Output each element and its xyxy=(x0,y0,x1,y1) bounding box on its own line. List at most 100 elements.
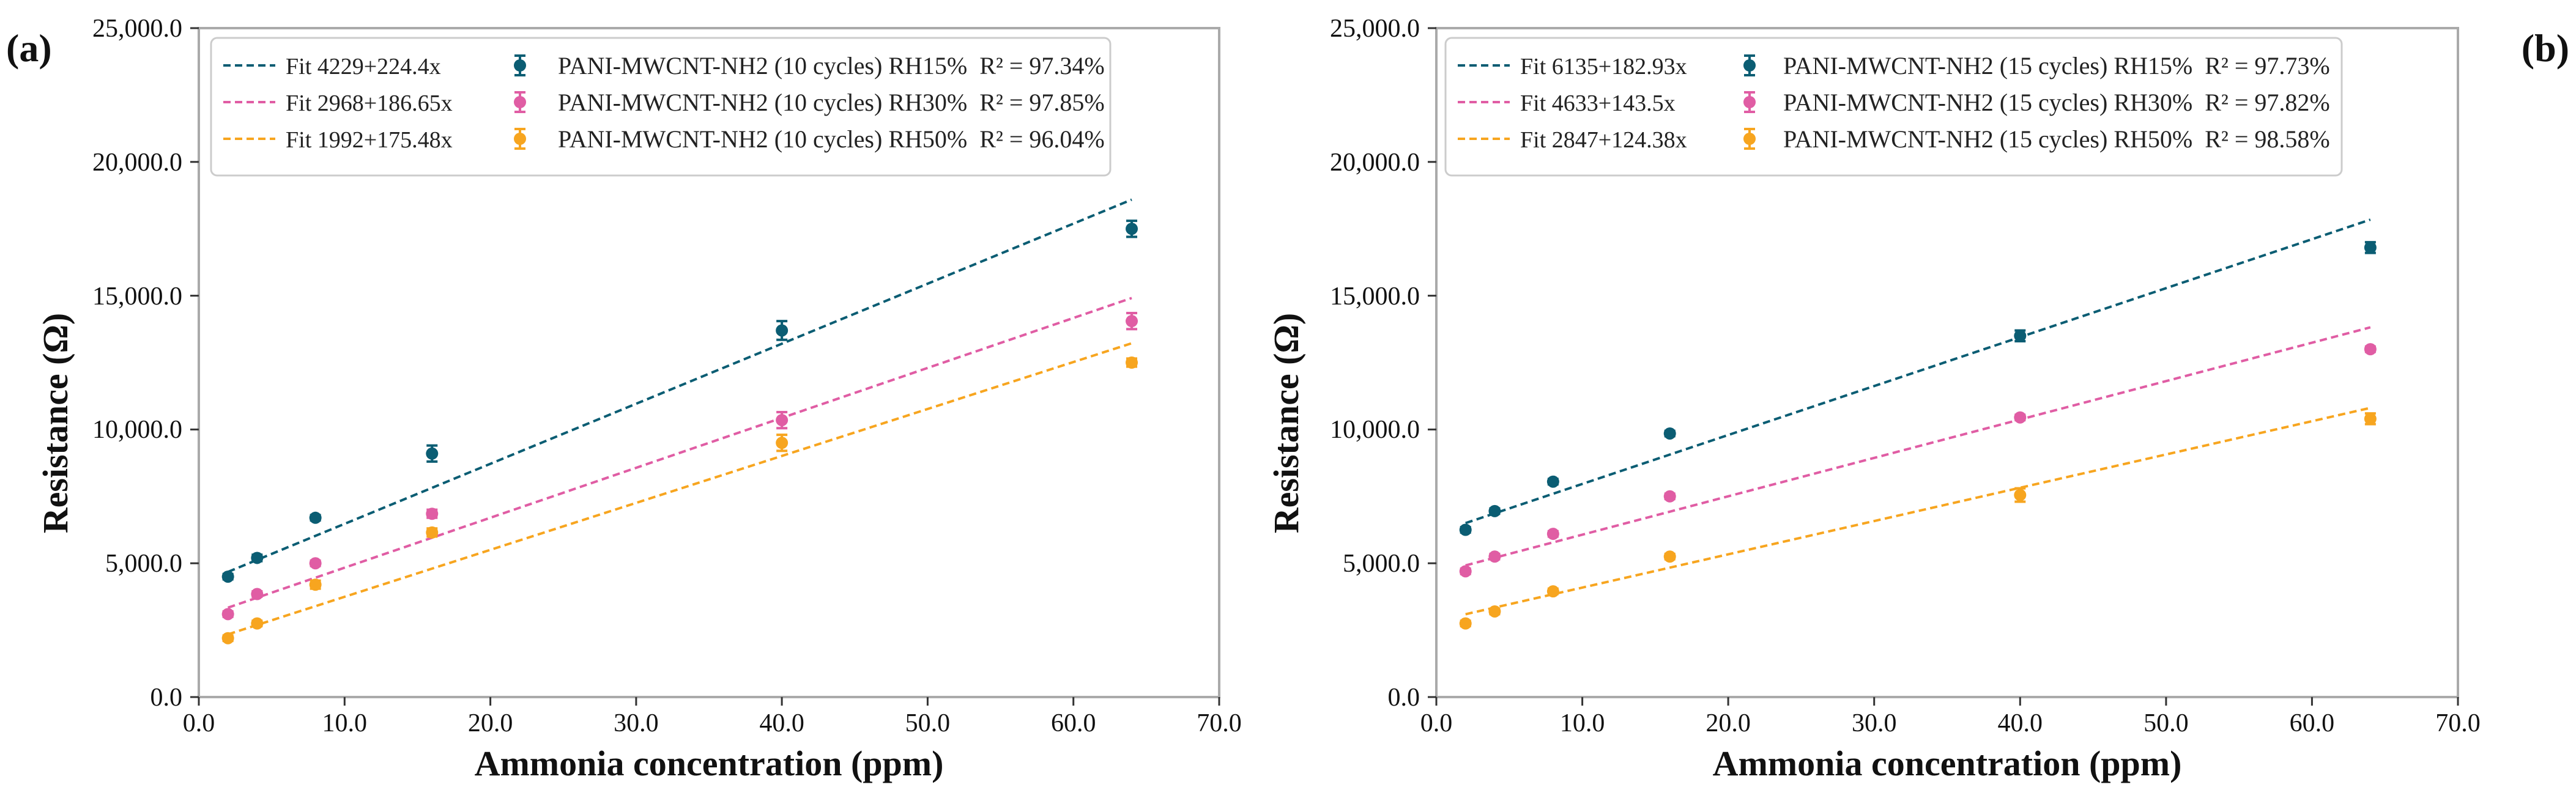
x-tick-label: 20.0 xyxy=(1706,709,1751,737)
legend-fit-label: Fit 1992+175.48x xyxy=(286,127,453,153)
x-tick-label: 0.0 xyxy=(183,709,215,737)
y-tick-label: 5,000.0 xyxy=(1343,550,1420,578)
legend-series-label: PANI-MWCNT-NH2 (10 cycles) RH30% R² = 97… xyxy=(558,89,1105,116)
data-point-rh15 xyxy=(1488,504,1501,517)
x-ticks-b: 0.0 10.0 20.0 30.0 40.0 50.0 60.0 70.0 xyxy=(1420,697,2481,737)
series-r2: R² = 97.82% xyxy=(2205,89,2330,116)
data-point-rh15 xyxy=(2014,330,2027,342)
legend-frame xyxy=(210,37,1112,177)
series-name: PANI-MWCNT-NH2 (10 cycles) RH15% xyxy=(558,52,967,79)
series-name: PANI-MWCNT-NH2 (15 cycles) RH30% xyxy=(1783,89,2192,116)
series-r2: R² = 96.04% xyxy=(979,125,1105,153)
x-tick-label: 60.0 xyxy=(2290,709,2335,737)
y-tick-label: 10,000.0 xyxy=(92,416,182,444)
x-axis-label-a: Ammonia concentration (ppm) xyxy=(475,744,944,783)
legend-series-label: PANI-MWCNT-NH2 (15 cycles) RH50% R² = 98… xyxy=(1783,125,2330,153)
y-tick-label: 10,000.0 xyxy=(1330,416,1420,444)
data-point-rh15 xyxy=(221,570,234,583)
data-point-rh30 xyxy=(776,414,789,427)
data-point-rh30 xyxy=(1459,565,1472,578)
legend-marker-rh30 xyxy=(1743,91,1756,113)
series-r2: R² = 97.85% xyxy=(979,89,1105,116)
x-axis-label-b: Ammonia concentration (ppm) xyxy=(1713,744,2182,783)
y-ticks-b: 0.0 5,000.0 10,000.0 15,000.0 20,000.0 2… xyxy=(1330,15,1436,712)
y-axis-label-b: Resistance (Ω) xyxy=(1266,313,1306,534)
x-tick-label: 10.0 xyxy=(322,709,368,737)
x-tick-label: 0.0 xyxy=(1420,709,1453,737)
data-point-rh30 xyxy=(1126,315,1138,328)
panel-label-a: (a) xyxy=(6,26,52,70)
x-tick-label: 50.0 xyxy=(2144,709,2189,737)
fit-line-rh30 xyxy=(228,297,1132,609)
legend-marker-rh15 xyxy=(514,54,526,76)
data-marks-b xyxy=(1459,218,2377,630)
data-point-rh50 xyxy=(776,437,789,449)
data-point-rh50 xyxy=(2364,412,2377,425)
y-tick-label: 5,000.0 xyxy=(105,550,182,578)
x-tick-label: 70.0 xyxy=(2435,709,2481,737)
y-axis-label-a: Resistance (Ω) xyxy=(35,313,75,534)
legend-marker-rh50 xyxy=(1743,128,1756,150)
y-tick-label: 15,000.0 xyxy=(1330,282,1420,311)
data-point-rh15 xyxy=(426,447,439,460)
y-ticks-a: 0.0 5,000.0 10,000.0 15,000.0 20,000.0 2… xyxy=(92,15,199,712)
x-ticks-a: 0.0 10.0 20.0 30.0 40.0 50.0 60.0 70.0 xyxy=(183,697,1242,737)
data-point-rh30 xyxy=(1663,490,1676,503)
fit-line-rh15 xyxy=(1465,218,2371,525)
data-point-rh50 xyxy=(1126,356,1138,369)
data-point-rh30 xyxy=(1488,550,1501,563)
legend-series-label: PANI-MWCNT-NH2 (10 cycles) RH50% R² = 96… xyxy=(558,125,1105,153)
y-tick-label: 15,000.0 xyxy=(92,282,182,311)
data-point-rh15 xyxy=(309,511,322,524)
x-tick-label: 30.0 xyxy=(1852,709,1897,737)
panel-label-b: (b) xyxy=(2522,26,2569,70)
data-point-rh30 xyxy=(309,557,322,570)
y-tick-label: 25,000.0 xyxy=(1330,15,1420,43)
data-point-rh15 xyxy=(1126,223,1138,235)
data-point-rh15 xyxy=(1663,427,1676,440)
panel-a: (a) Resistance (Ω) Ammonia concentration… xyxy=(6,15,1242,783)
data-point-rh15 xyxy=(776,324,789,337)
series-name: PANI-MWCNT-NH2 (15 cycles) RH50% xyxy=(1783,125,2192,153)
y-tick-label: 25,000.0 xyxy=(92,15,182,43)
legend-fit-label: Fit 2847+124.38x xyxy=(1520,127,1687,153)
data-point-rh15 xyxy=(1546,475,1559,488)
fit-line-rh50 xyxy=(1465,407,2371,616)
x-tick-label: 20.0 xyxy=(468,709,513,737)
legend-series-label: PANI-MWCNT-NH2 (15 cycles) RH15% R² = 97… xyxy=(1783,52,2330,79)
data-point-rh15 xyxy=(1459,523,1472,536)
data-point-rh30 xyxy=(251,588,264,600)
legend-marker-rh50 xyxy=(514,128,526,150)
legend-fit-label: Fit 6135+182.93x xyxy=(1520,54,1687,79)
x-tick-label: 70.0 xyxy=(1197,709,1242,737)
x-tick-label: 10.0 xyxy=(1560,709,1605,737)
legend-series-label: PANI-MWCNT-NH2 (15 cycles) RH30% R² = 97… xyxy=(1783,89,2330,116)
series-r2: R² = 97.34% xyxy=(979,52,1105,79)
y-tick-label: 0.0 xyxy=(150,684,183,712)
data-point-rh50 xyxy=(1459,617,1472,630)
x-tick-label: 30.0 xyxy=(614,709,659,737)
legend-frame xyxy=(1444,37,2343,177)
x-tick-label: 50.0 xyxy=(905,709,951,737)
series-name: PANI-MWCNT-NH2 (10 cycles) RH30% xyxy=(558,89,967,116)
x-tick-label: 40.0 xyxy=(759,709,804,737)
data-point-rh30 xyxy=(2014,411,2027,424)
fit-line-rh30 xyxy=(1465,326,2371,567)
fit-line-rh15 xyxy=(227,198,1132,574)
data-point-rh30 xyxy=(1546,528,1559,541)
data-point-rh30 xyxy=(221,608,234,621)
fit-line-rh50 xyxy=(228,342,1132,636)
data-point-rh30 xyxy=(2364,343,2377,356)
data-point-rh15 xyxy=(2364,241,2377,254)
data-point-rh50 xyxy=(309,578,322,591)
y-tick-label: 20,000.0 xyxy=(92,149,182,177)
data-point-rh50 xyxy=(2014,489,2027,501)
legend-b: Fit 6135+182.93x Fit 4633+143.5x Fit 284… xyxy=(1444,37,2343,177)
legend-fit-label: Fit 4633+143.5x xyxy=(1520,90,1676,116)
x-tick-label: 60.0 xyxy=(1051,709,1096,737)
data-point-rh50 xyxy=(251,617,264,630)
series-name: PANI-MWCNT-NH2 (10 cycles) RH50% xyxy=(558,125,967,153)
data-point-rh30 xyxy=(426,508,439,520)
y-tick-label: 0.0 xyxy=(1388,684,1420,712)
